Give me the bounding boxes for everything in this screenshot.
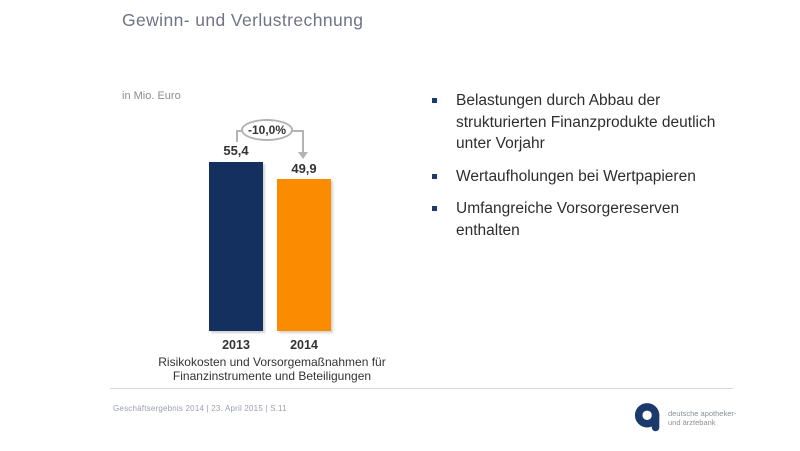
chart-caption: Risikokosten und Vorsorgemaßnahmen für F… [158,355,386,383]
bar-value-label-2013: 55,4 [223,143,249,158]
bullet-text: Wertaufholungen bei Wertpapieren [456,167,696,185]
footer-text: Geschäftsergebnis 2014 | 23. April 2015 … [113,404,287,413]
x-axis-label-2013: 2013 [222,338,250,352]
annotation-connector-right [302,130,304,152]
arrow-down-icon [298,152,308,159]
logo-line-1: deutsche apotheker- [668,409,737,418]
bullet-text: Umfangreiche Vorsorgereserven enthalten [456,200,680,239]
footer-divider [110,388,733,389]
bar-2014 [277,179,331,331]
bar-value-label-2014: 49,9 [291,161,317,176]
x-axis-label-2014: 2014 [290,338,318,352]
bullet-list: Belastungen durch Abbau der strukturiert… [430,90,740,252]
list-item: Umfangreiche Vorsorgereserven enthalten [430,198,740,241]
apobank-a-icon [634,403,660,432]
annotation-connector-left [236,130,238,142]
list-item: Belastungen durch Abbau der strukturiert… [430,90,740,155]
slide-title: Gewinn- und Verlustrechnung [122,10,364,30]
logo-wordmark: deutsche apotheker- und ärztebank [668,409,736,427]
chart-unit-label: in Mio. Euro [122,90,181,102]
square-bullet-icon [432,206,437,211]
bar-2013 [209,162,263,331]
square-bullet-icon [432,173,437,179]
list-item: Wertaufholungen bei Wertpapieren [430,166,740,188]
bullet-text: Belastungen durch Abbau der strukturiert… [456,92,716,152]
logo-line-2: und ärztebank [668,418,716,427]
company-logo: deutsche apotheker- und ärztebank [634,403,736,435]
square-bullet-icon [432,98,437,103]
delta-annotation-badge: -10,0% [241,119,293,141]
bar-chart: in Mio. Euro -10,0% 55,4 49,9 2013 2014 … [122,90,386,383]
